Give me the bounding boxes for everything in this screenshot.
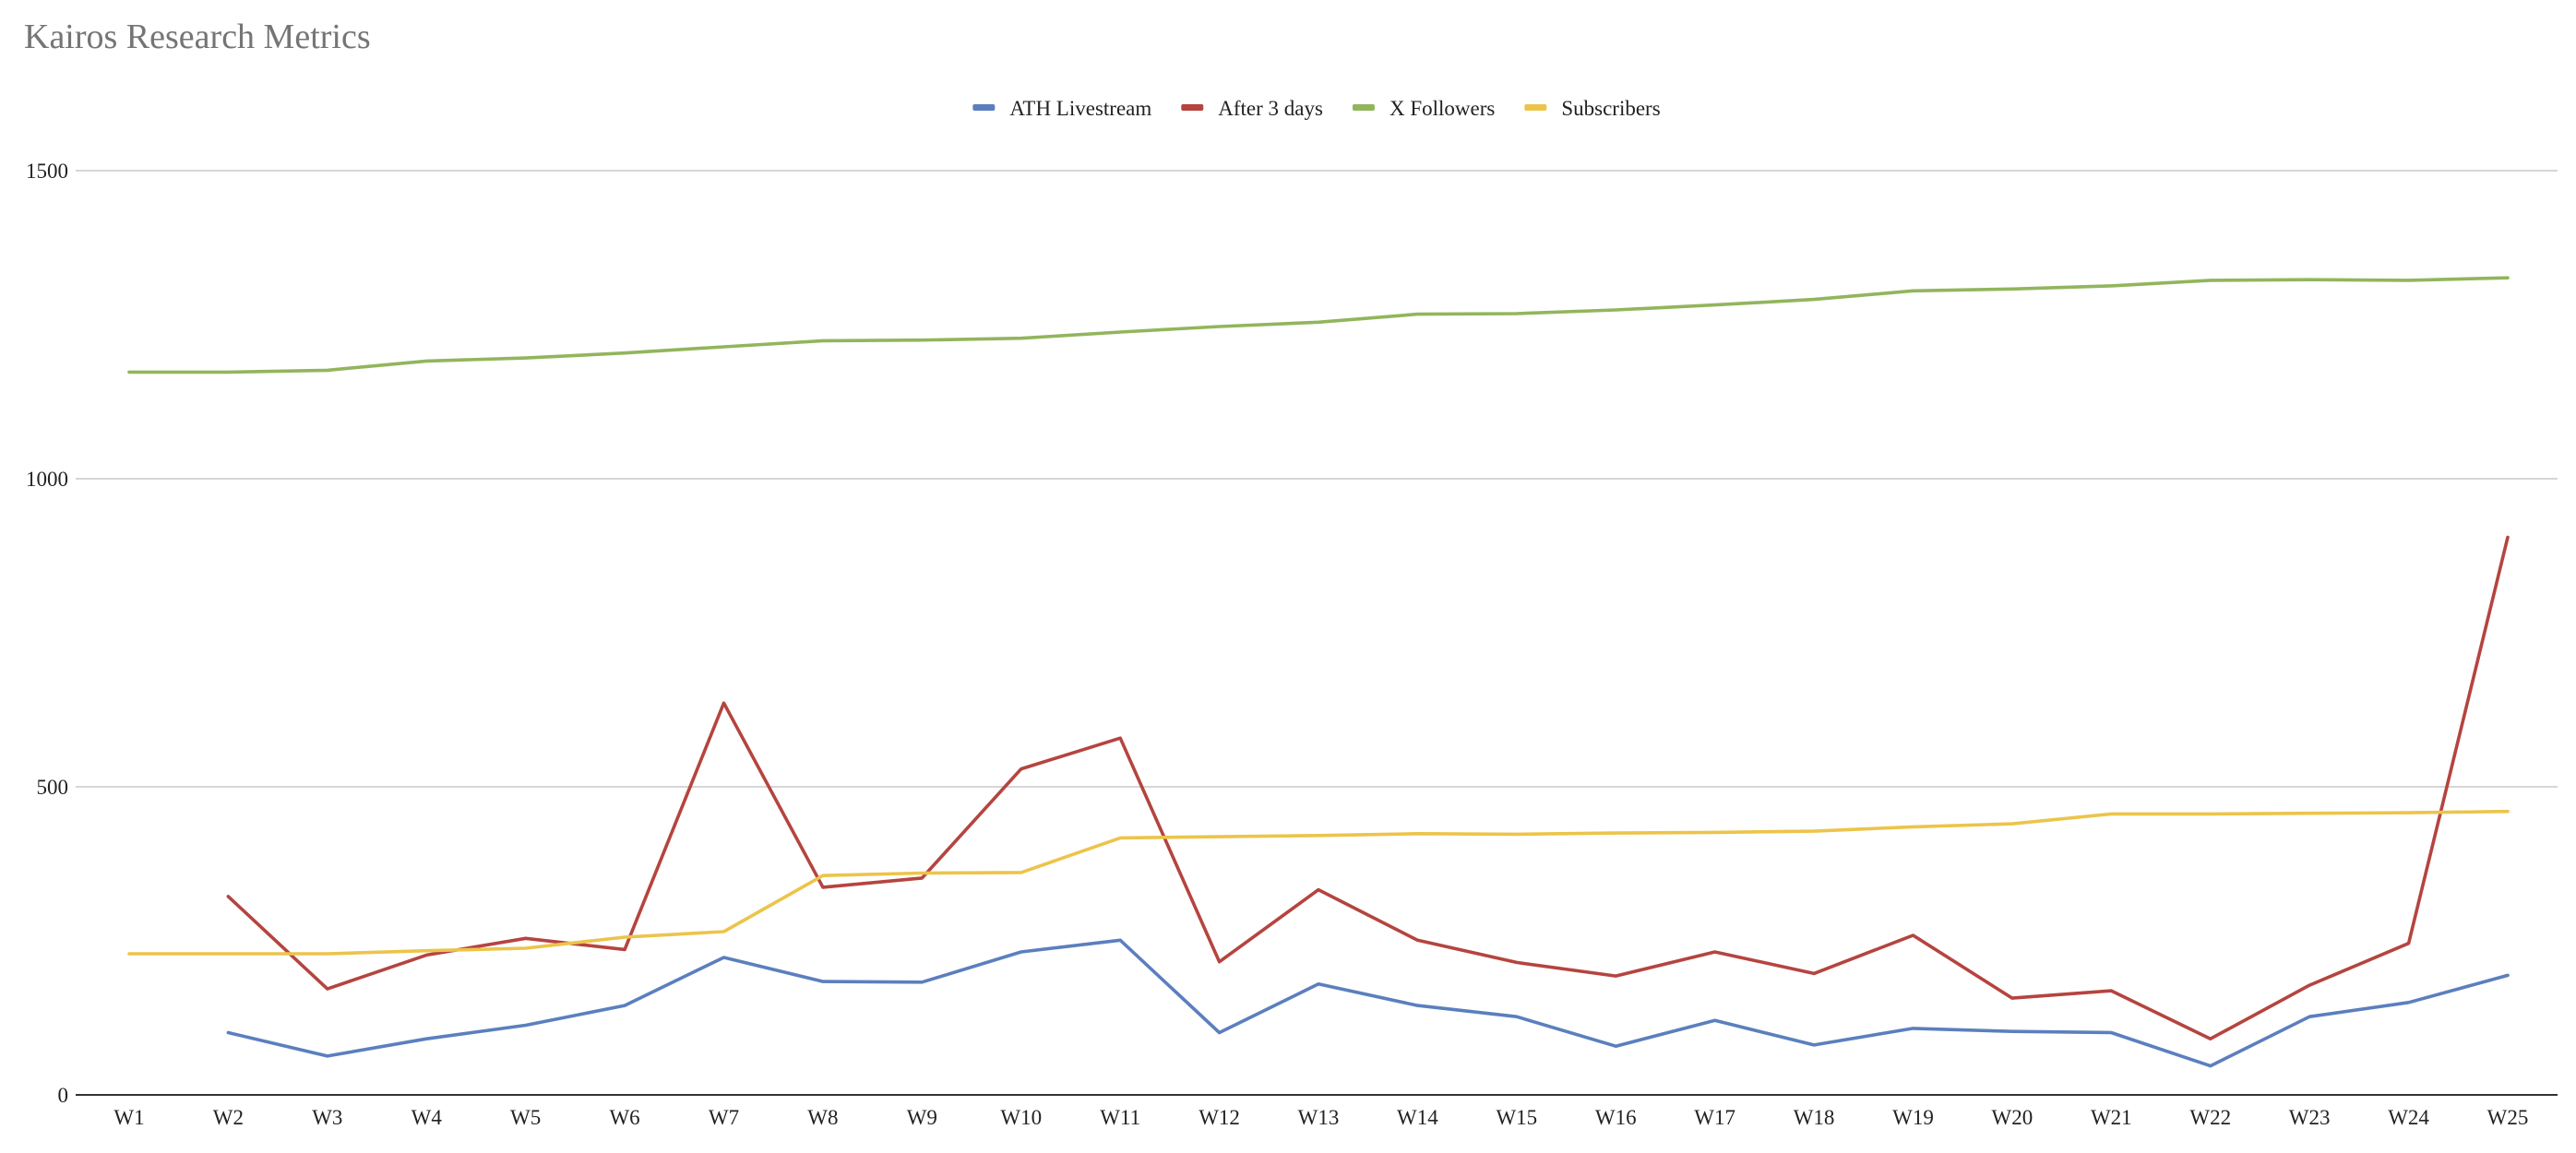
chart-legend: ATH Livestream After 3 days X Followers Sub… — [972, 97, 1661, 120]
x-tick-label: W8 — [807, 1106, 838, 1129]
x-tick-label: W5 — [510, 1106, 541, 1129]
x-tick-label: W17 — [1694, 1106, 1735, 1129]
x-tick-label: W12 — [1199, 1106, 1240, 1129]
x-tick-label: W22 — [2189, 1106, 2231, 1129]
y-tick-label: 1000 — [26, 468, 68, 491]
gridlines — [76, 170, 2558, 788]
x-tick-label: W3 — [312, 1106, 342, 1129]
legend-swatch — [1181, 104, 1204, 111]
x-tick-label: W19 — [1892, 1106, 1934, 1129]
x-tick-label: W2 — [213, 1106, 244, 1129]
legend-swatch — [972, 104, 996, 111]
y-tick-label: 500 — [37, 776, 69, 799]
series-lines — [127, 276, 2510, 1068]
x-tick-label: W25 — [2487, 1106, 2529, 1129]
series-line-after-3-days — [226, 535, 2510, 1040]
x-tick-label: W10 — [1000, 1106, 1042, 1129]
x-axis-ticks: W1 W2 W3 W4 W5 W6 W7 W8 W9 W10 W11 W12 W13 W14 W15 W16 W… — [113, 1106, 2528, 1129]
x-tick-label: W9 — [907, 1106, 937, 1129]
legend-item-ath-livestream: ATH Livestream — [972, 97, 1151, 120]
x-tick-label: W18 — [1794, 1106, 1835, 1129]
x-tick-label: W24 — [2388, 1106, 2429, 1129]
series-line-subscribers — [127, 809, 2510, 956]
legend-label: X Followers — [1389, 97, 1495, 120]
series-line-x-followers — [127, 276, 2510, 374]
legend-label: ATH Livestream — [1009, 97, 1151, 120]
x-tick-label: W7 — [709, 1106, 739, 1129]
x-tick-label: W11 — [1100, 1106, 1140, 1129]
legend-label: After 3 days — [1218, 97, 1323, 120]
legend-swatch — [1352, 104, 1375, 111]
x-tick-label: W16 — [1595, 1106, 1637, 1129]
legend-item-x-followers: X Followers — [1352, 97, 1495, 120]
x-tick-label: W15 — [1496, 1106, 1537, 1129]
x-tick-label: W4 — [411, 1106, 443, 1129]
legend-swatch — [1524, 104, 1547, 111]
y-tick-label: 1500 — [26, 160, 68, 183]
legend-label: Subscribers — [1561, 97, 1660, 120]
y-tick-label: 0 — [58, 1084, 69, 1107]
x-tick-label: W6 — [609, 1106, 639, 1129]
series-line-ath-livestream — [226, 938, 2510, 1068]
legend-item-after-3-days: After 3 days — [1181, 97, 1323, 120]
chart-title: Kairos Research Metrics — [24, 18, 371, 56]
legend-item-subscribers: Subscribers — [1524, 97, 1661, 120]
x-tick-label: W1 — [113, 1106, 144, 1129]
x-tick-label: W20 — [1992, 1106, 2033, 1129]
y-axis-ticks: 0 500 1000 1500 — [26, 160, 68, 1107]
x-tick-label: W21 — [2091, 1106, 2132, 1129]
x-tick-label: W13 — [1298, 1106, 1340, 1129]
x-tick-label: W23 — [2289, 1106, 2331, 1129]
x-tick-label: W14 — [1397, 1106, 1438, 1129]
